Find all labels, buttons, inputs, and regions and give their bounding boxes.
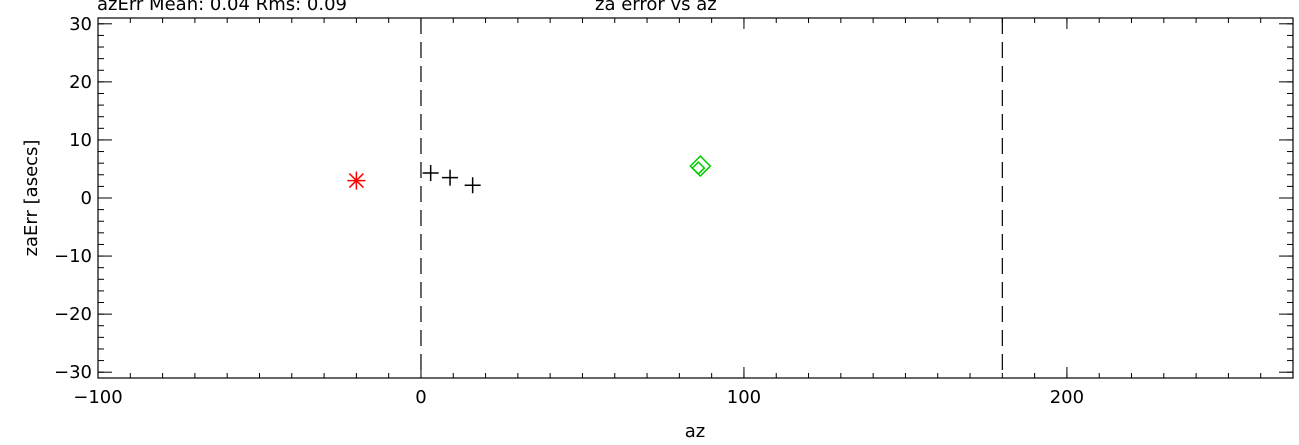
x-axis-title: az [685, 421, 705, 442]
y-tick-label: −10 [54, 246, 92, 267]
y-tick-label: 0 [81, 188, 92, 209]
data-point-asterisk [347, 171, 366, 190]
data-point-plus [422, 165, 439, 182]
reference-lines [420, 18, 1003, 378]
y-tick-label: −30 [54, 362, 92, 383]
x-tick-label: −100 [73, 387, 122, 408]
data-point-diamond [689, 155, 712, 178]
x-tick-label: 0 [415, 387, 426, 408]
data-points [347, 155, 712, 194]
plot-title: za error vs az [595, 0, 717, 15]
plot-frame [97, 17, 1294, 379]
y-axis-title: zaErr [asecs] [21, 140, 42, 257]
y-tick-labels: −30 −20 −10 0 10 20 30 [54, 14, 92, 383]
y-tick-label: 20 [69, 72, 92, 93]
y-tick-label: 10 [69, 130, 92, 151]
y-tick-label: 30 [69, 14, 92, 35]
stats-text: azErr Mean: 0.04 Rms: 0.09 [97, 0, 347, 15]
data-point-plus [442, 169, 459, 186]
axis-ticks [97, 18, 1294, 378]
x-tick-labels: −100 0 100 200 [73, 387, 1084, 408]
data-point-plus [464, 177, 481, 194]
x-tick-label: 200 [1050, 387, 1084, 408]
x-tick-label: 100 [727, 387, 761, 408]
y-tick-label: −20 [54, 304, 92, 325]
